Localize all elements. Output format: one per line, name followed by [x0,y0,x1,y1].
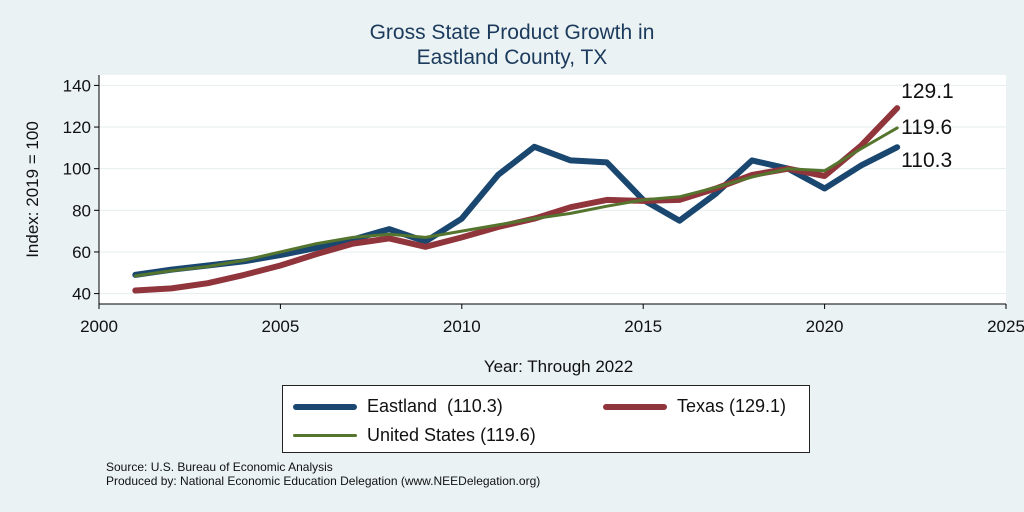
legend-swatch-eastland [293,403,357,410]
end-label-texas: 129.1 [901,80,954,103]
footnotes: Source: U.S. Bureau of Economic Analysis… [106,460,540,488]
legend-label-texas: Texas (129.1) [677,396,787,416]
plot-area [99,75,1006,304]
y-tick-label-140: 140 [63,76,91,95]
source-note: Source: U.S. Bureau of Economic Analysis [106,460,333,474]
y-tick-label-120: 120 [63,118,91,137]
y-tick-label-80: 80 [72,201,91,220]
y-tick-label-100: 100 [63,160,91,179]
x-tick-label-2000: 2000 [80,317,118,336]
chart-title: Gross State Product Growth in Eastland C… [0,20,1024,70]
x-tick-label-2005: 2005 [261,317,299,336]
x-tick-label-2015: 2015 [624,317,662,336]
x-axis-title: Year: Through 2022 [484,357,633,376]
series-line-united-states [133,126,899,278]
legend-label-united-states: United States (119.6) [367,425,536,445]
legend-item-texas: Texas (129.1) [603,396,786,417]
legend-item-united-states: United States (119.6) [293,425,536,446]
end-label-eastland: 110.3 [901,149,952,172]
end-label-united-states: 119.6 [901,116,952,139]
y-tick-label-60: 60 [72,243,91,262]
legend: Eastland (110.3) Texas (129.1) United St… [282,385,810,453]
produced-by-note: Produced by: National Economic Education… [106,474,541,488]
legend-item-eastland: Eastland (110.3) [293,396,503,417]
x-tick-label-2020: 2020 [806,317,844,336]
y-tick-label-40: 40 [72,285,91,304]
series-line-eastland [132,143,901,278]
chart-title-line-1: Gross State Product Growth in [369,21,655,44]
chart-title-line-2: Eastland County, TX [416,46,608,69]
legend-swatch-texas [603,403,667,410]
y-axis-title: Index: 2019 = 100 [23,121,42,258]
x-tick-label-2025: 2025 [987,317,1024,336]
legend-label-eastland: Eastland (110.3) [367,396,503,416]
legend-swatch-united-states [293,434,357,437]
x-tick-label-2010: 2010 [443,317,481,336]
